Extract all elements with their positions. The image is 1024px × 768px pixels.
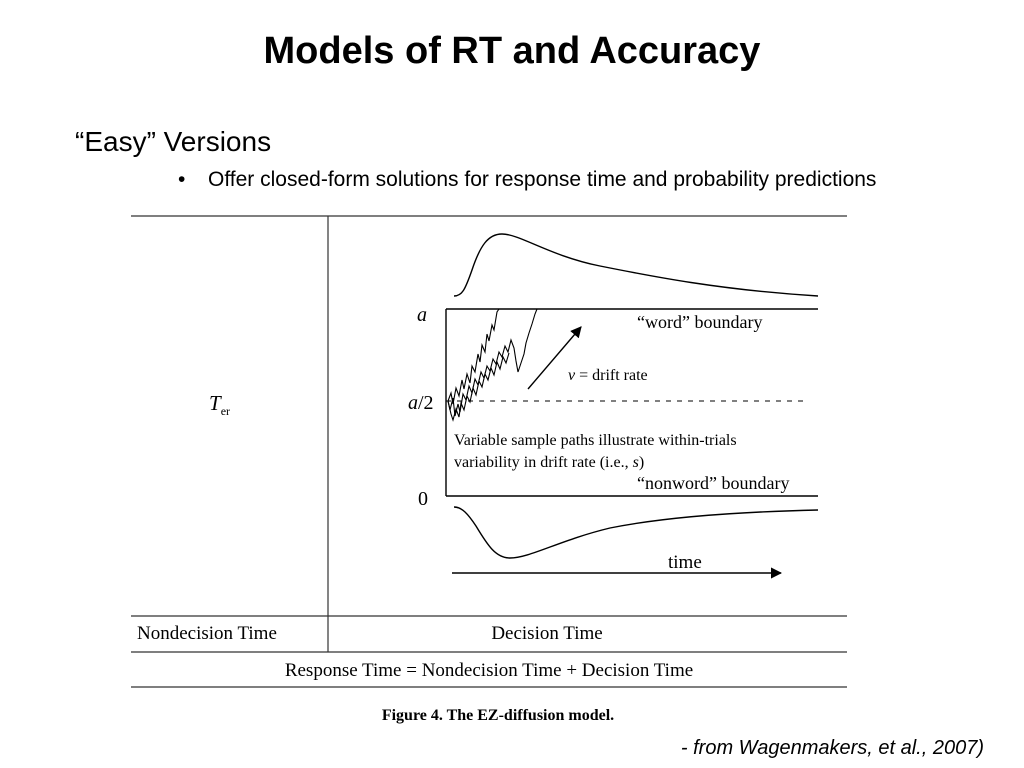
time-label: time [668, 552, 702, 573]
decision-time-cell: Decision Time [491, 623, 602, 644]
drift-rate-arrow [527, 326, 582, 390]
nondecision-time-cell: Nondecision Time [137, 623, 277, 644]
upper-rt-distribution [453, 233, 819, 297]
label-a-half: a/2 [408, 392, 434, 414]
lower-rt-distribution [453, 506, 819, 559]
slide-title: Models of RT and Accuracy [263, 30, 761, 72]
nonword-boundary-label: “nonword” boundary [637, 473, 789, 493]
label-a: a [417, 304, 427, 326]
word-boundary-label: “word” boundary [637, 312, 762, 332]
bullet-item: • Offer closed-form solutions for respons… [178, 168, 876, 192]
drift-rate-label: v = drift rate [568, 367, 648, 384]
source-credit: - from Wagenmakers, et al., 2007) [680, 737, 984, 759]
bullet-text: Offer closed-form solutions for response… [208, 168, 877, 191]
variable-paths-line-2: variability in drift rate (i.e., s) [454, 454, 644, 471]
figure-caption: Figure 4. The EZ-diffusion model. [382, 707, 614, 724]
variable-paths-line-1: Variable sample paths illustrate within-… [454, 432, 737, 449]
ter-label: Ter [209, 391, 230, 418]
section-heading: “Easy” Versions [75, 126, 272, 157]
response-time-equation: Response Time = Nondecision Time + Decis… [285, 660, 693, 681]
label-zero: 0 [418, 488, 428, 510]
bullet-marker: • [178, 168, 186, 191]
sample-path-1 [447, 308, 500, 405]
sample-path-3 [447, 352, 510, 422]
